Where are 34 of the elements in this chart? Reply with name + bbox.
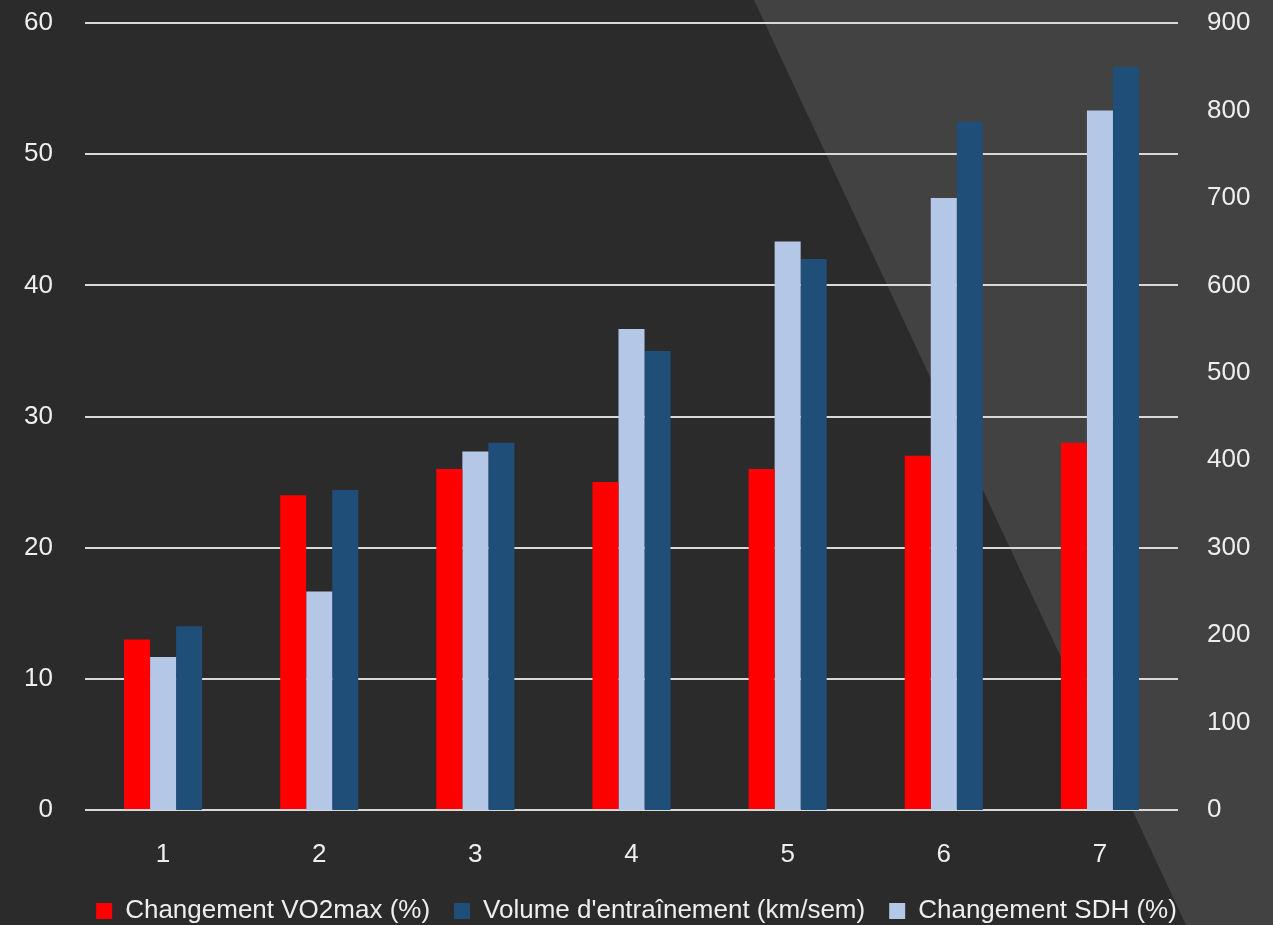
y-tick-label: 20 xyxy=(24,530,53,561)
bar xyxy=(488,442,515,810)
y2-tick-label: 200 xyxy=(1207,618,1251,649)
x-tick-label: 3 xyxy=(468,837,483,868)
x-tick-label: 2 xyxy=(311,837,327,868)
y2-tick-label: 900 xyxy=(1207,6,1251,37)
y2-tick-label: 600 xyxy=(1207,268,1251,299)
bar xyxy=(1112,66,1139,810)
bar xyxy=(956,121,983,810)
y-tick-label: 0 xyxy=(38,793,53,824)
y2-tick-label: 700 xyxy=(1207,181,1251,212)
x-tick-label: 7 xyxy=(1092,837,1108,868)
y2-tick-label: 400 xyxy=(1207,443,1251,474)
bar xyxy=(800,259,827,810)
y2-tick-label: 300 xyxy=(1207,530,1251,561)
x-tick-label: 1 xyxy=(155,837,171,868)
x-tick-label: 4 xyxy=(624,837,639,868)
bar xyxy=(644,350,671,810)
bar xyxy=(176,626,203,810)
legend-label: Changement VO2max (%) xyxy=(125,894,431,925)
legend-label: Changement SDH (%) xyxy=(918,894,1177,925)
y-tick-label: 40 xyxy=(24,268,53,299)
y2-tick-label: 100 xyxy=(1207,705,1251,736)
y-tick-label: 30 xyxy=(24,399,53,430)
legend-label: Volume d'entraînement (km/sem) xyxy=(483,894,866,925)
y2-tick-label: 0 xyxy=(1207,793,1222,824)
x-tick-label: 5 xyxy=(780,837,795,868)
bar xyxy=(332,489,359,810)
y-tick-label: 10 xyxy=(24,662,53,693)
x-tick-label: 6 xyxy=(936,837,952,868)
y2-tick-label: 800 xyxy=(1207,93,1251,124)
y2-tick-label: 500 xyxy=(1207,355,1251,386)
y-tick-label: 60 xyxy=(24,6,53,37)
y-tick-label: 50 xyxy=(24,137,53,168)
